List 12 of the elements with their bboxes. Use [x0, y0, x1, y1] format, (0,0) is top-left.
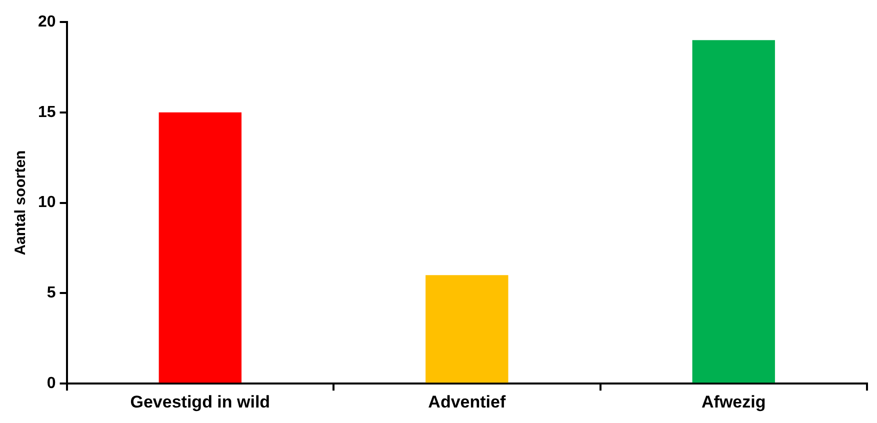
x-tick-label: Adventief: [428, 392, 506, 412]
bar: [426, 275, 508, 383]
bar: [158, 112, 242, 383]
y-tick-label: 20: [38, 13, 56, 30]
y-tick-label: 10: [38, 194, 56, 212]
y-tick-label: 0: [46, 375, 56, 392]
y-tick-label: 5: [46, 284, 56, 302]
x-tick-label: Afwezig: [702, 392, 766, 412]
y-axis-title: Aantal soorten: [12, 150, 30, 256]
bar: [692, 40, 775, 383]
x-tick-label: Gevestigd in wild: [130, 392, 270, 412]
y-tick-label: 15: [38, 104, 56, 121]
